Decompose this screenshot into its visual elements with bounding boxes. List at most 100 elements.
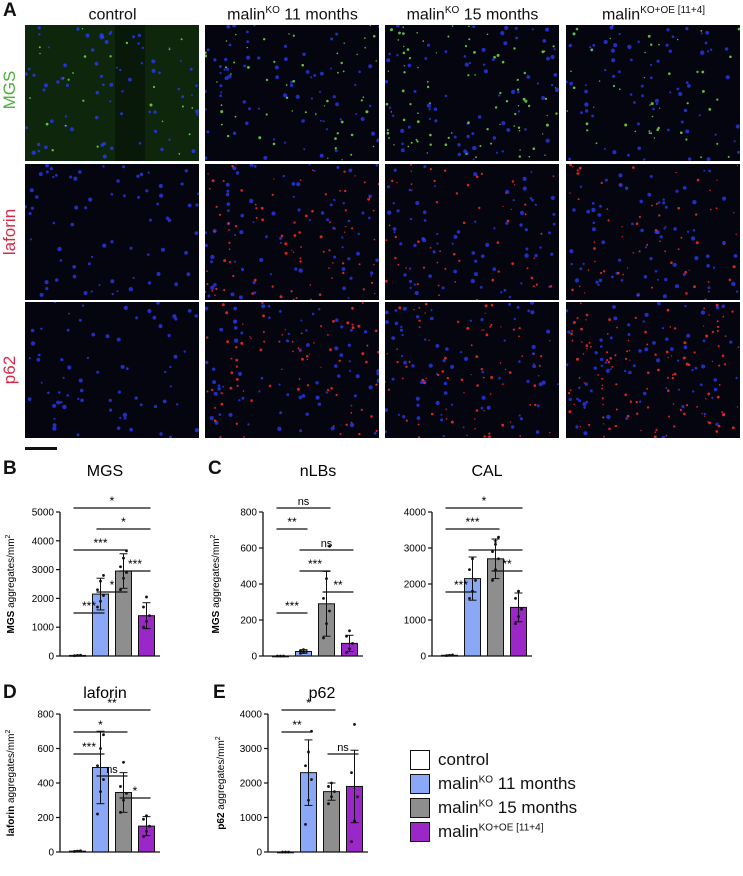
micrograph-mgs-1 [25,25,199,161]
chart-mgs: MGS MGS aggregates/mm2 0 1000 2000 3000 4000 50… [5,463,160,663]
micrograph-laforin-2 [205,164,379,300]
data-point [333,790,336,794]
y-tick-label: 2000 [404,580,427,591]
data-point [145,620,148,623]
y-tick-label: 1000 [240,813,263,824]
legend-swatch [410,774,430,794]
legend-item-control: control [410,750,489,770]
data-point [325,577,328,580]
legend-item-malinko-15: malinKO 15 months [410,798,577,818]
data-point [514,597,517,600]
data-point [125,791,128,795]
data-point [122,556,125,560]
y-tick-label: 3000 [404,544,427,555]
significance-label: *** [465,515,479,529]
data-point [468,597,471,600]
data-point [330,781,333,785]
data-point [517,589,520,593]
data-point [327,802,330,806]
data-point [305,650,308,653]
error-bar [350,749,359,824]
error-bar [142,602,151,630]
y-tick-label: 5000 [32,508,55,519]
y-tick-label: 0 [256,848,262,859]
chart-title: laforin [83,685,127,702]
data-point [497,535,500,539]
y-tick-label: 3000 [240,744,263,755]
significance-label: *** [308,557,322,571]
data-point [119,785,122,788]
row-label-mgs: MGS [0,70,19,110]
y-tick-label: 200 [240,616,257,627]
micrograph-laforin-4 [566,164,740,300]
y-tick-label: 4000 [240,710,263,721]
column-title-4: malinKO+OE [11+4] [601,5,706,24]
row-label-p62: p62 [0,355,19,385]
data-point [325,622,328,625]
data-point [310,778,313,781]
y-tick-label: 4000 [404,508,427,519]
significance-label: *** [82,740,96,754]
micrograph-p62-4 [566,302,740,438]
y-tick-label: 800 [37,710,54,721]
error-bar [468,556,477,601]
micrograph-p62-3 [385,302,559,438]
data-point [345,634,348,638]
error-bar [96,577,105,611]
y-tick-label: 800 [240,508,257,519]
data-point [307,798,310,802]
y-tick-label: 1000 [32,623,55,634]
y-tick-label: 600 [37,744,54,755]
data-point [494,568,497,571]
panel-label-D: D [3,682,17,703]
y-tick-label: 4000 [32,536,55,547]
significance-label: ns [321,538,333,550]
data-point [102,573,105,577]
y-axis-label: p62 aggregates/mm2 [215,736,227,830]
micrograph-laforin-3 [385,164,559,300]
panel-label-B: B [3,458,17,479]
significance-label: ns [298,496,310,508]
data-point [304,823,307,826]
data-point [142,605,145,609]
y-axis-label: MGS aggregates/mm2 [5,534,17,633]
chart-laforin: laforin laforin aggregates/mm2 0 200 400 600 8… [5,685,160,859]
significance-label: * [110,494,115,508]
significance-label: ns [106,764,118,776]
significance-label: *** [454,578,468,592]
significance-label: ** [502,557,512,571]
significance-label: ns [337,742,349,754]
chart-title: p62 [309,685,336,702]
data-point [119,810,122,814]
data-point [474,579,477,582]
data-point [99,747,102,750]
y-axis-label: MGS aggregates/mm2 [210,534,222,633]
significance-label: * [493,536,498,550]
micrograph-mgs-2 [205,25,379,161]
y-tick-label: 400 [37,779,54,790]
scale-bar [25,447,57,450]
data-point [99,599,102,603]
data-point [353,722,356,726]
data-point [102,594,105,597]
legend-swatch [410,822,430,842]
column-title-3: malinKO 15 months [406,5,539,24]
y-tick-label: 0 [48,652,54,663]
data-point [148,824,151,828]
significance-label: * [121,515,126,529]
data-point [517,615,520,618]
data-point [330,795,333,799]
y-tick-label: 0 [48,848,54,859]
data-point [96,764,99,768]
data-point [471,557,474,561]
data-point [125,571,128,574]
panel-label-C: C [208,458,222,479]
data-point [350,771,353,775]
y-tick-label: 400 [240,580,257,591]
micrograph-p62-1 [25,302,199,438]
data-point [302,651,305,654]
data-point [514,622,517,625]
data-point [96,812,99,816]
